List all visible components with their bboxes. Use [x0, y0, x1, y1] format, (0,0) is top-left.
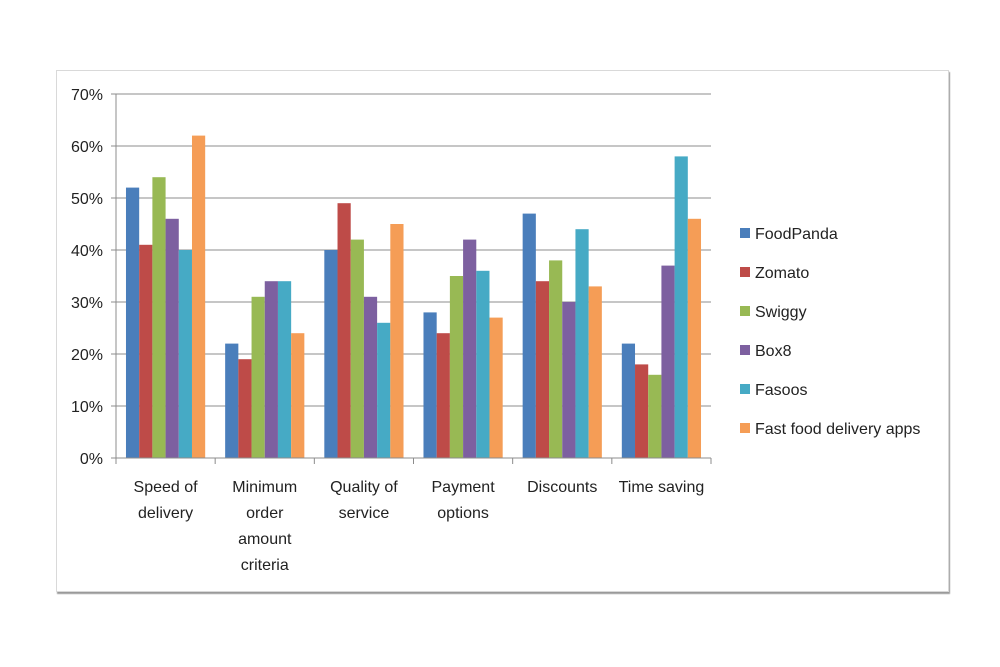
- bar-fasoos: [178, 250, 192, 458]
- y-tick-label: 30%: [71, 295, 103, 312]
- bar-fasoos: [575, 229, 589, 458]
- bar-fast-food-delivery-apps: [489, 317, 503, 458]
- bar-swiggy: [251, 296, 265, 458]
- bar-swiggy: [152, 177, 166, 458]
- bar-foodpanda: [522, 213, 536, 458]
- legend-swatch: [740, 228, 750, 238]
- y-axis-ticks: 0% 10% 20% 30% 40% 50% 60% 70%: [71, 87, 116, 468]
- bar-zomato: [535, 281, 550, 458]
- bar-foodpanda: [324, 250, 338, 458]
- bar-swiggy: [350, 239, 364, 458]
- legend-swatch: [740, 267, 750, 277]
- bar-box8: [165, 218, 179, 458]
- bar-swiggy: [449, 276, 464, 458]
- bar-fast-food-delivery-apps: [588, 286, 602, 458]
- x-category-label: Minimum order amount criteria: [232, 479, 297, 574]
- y-tick-label: 70%: [71, 87, 103, 104]
- x-category-label: Payment options: [432, 479, 496, 522]
- y-tick-label: 40%: [71, 243, 103, 260]
- bar-fasoos: [476, 270, 490, 458]
- bar-fast-food-delivery-apps: [191, 135, 206, 458]
- y-tick-label: 20%: [71, 347, 103, 364]
- bar-zomato: [139, 244, 153, 458]
- bar-zomato: [436, 333, 450, 458]
- x-category-label: Discounts: [527, 479, 597, 496]
- bar-fast-food-delivery-apps: [390, 224, 404, 458]
- bar-foodpanda: [125, 187, 140, 458]
- x-category-label: Speed of delivery: [134, 479, 199, 522]
- legend-label: Swiggy: [755, 304, 807, 321]
- bar-swiggy: [549, 260, 563, 458]
- bar-fasoos: [377, 322, 391, 458]
- bar-box8: [363, 296, 378, 458]
- axes: [115, 94, 712, 464]
- bar-foodpanda: [423, 312, 437, 458]
- bar-box8: [562, 302, 576, 458]
- x-category-label: Quality of service: [330, 479, 398, 522]
- bar-box8: [661, 265, 675, 458]
- legend-label: Zomato: [755, 265, 809, 282]
- legend: FoodPanda Zomato Swiggy Box8 Fasoos Fast food…: [740, 226, 920, 438]
- bars: [125, 135, 702, 458]
- bar-zomato: [635, 364, 649, 458]
- x-category-label: Time saving: [619, 479, 705, 496]
- y-tick-label: 60%: [71, 139, 103, 156]
- legend-label: FoodPanda: [755, 226, 838, 243]
- bar-box8: [463, 239, 477, 458]
- y-tick-label: 0%: [80, 451, 103, 468]
- bar-fasoos: [277, 281, 292, 458]
- bar-fast-food-delivery-apps: [291, 333, 305, 458]
- y-tick-label: 10%: [71, 399, 103, 416]
- bar-swiggy: [648, 374, 662, 458]
- bar-box8: [264, 281, 278, 458]
- bar-zomato: [238, 359, 252, 458]
- legend-swatch: [740, 345, 750, 355]
- legend-label: Box8: [755, 343, 792, 360]
- bar-fast-food-delivery-apps: [687, 218, 702, 458]
- y-tick-label: 50%: [71, 191, 103, 208]
- legend-label: Fasoos: [755, 382, 807, 399]
- bar-fasoos: [674, 156, 688, 458]
- legend-swatch: [740, 384, 750, 394]
- legend-swatch: [740, 423, 750, 433]
- legend-label: Fast food delivery apps: [755, 421, 920, 438]
- x-axis-categories: Speed of delivery Minimum order amount criter…: [134, 479, 705, 574]
- legend-swatch: [740, 306, 750, 316]
- gridlines: [116, 93, 711, 407]
- bar-zomato: [337, 203, 351, 458]
- bar-foodpanda: [225, 343, 239, 458]
- bar-foodpanda: [621, 343, 636, 458]
